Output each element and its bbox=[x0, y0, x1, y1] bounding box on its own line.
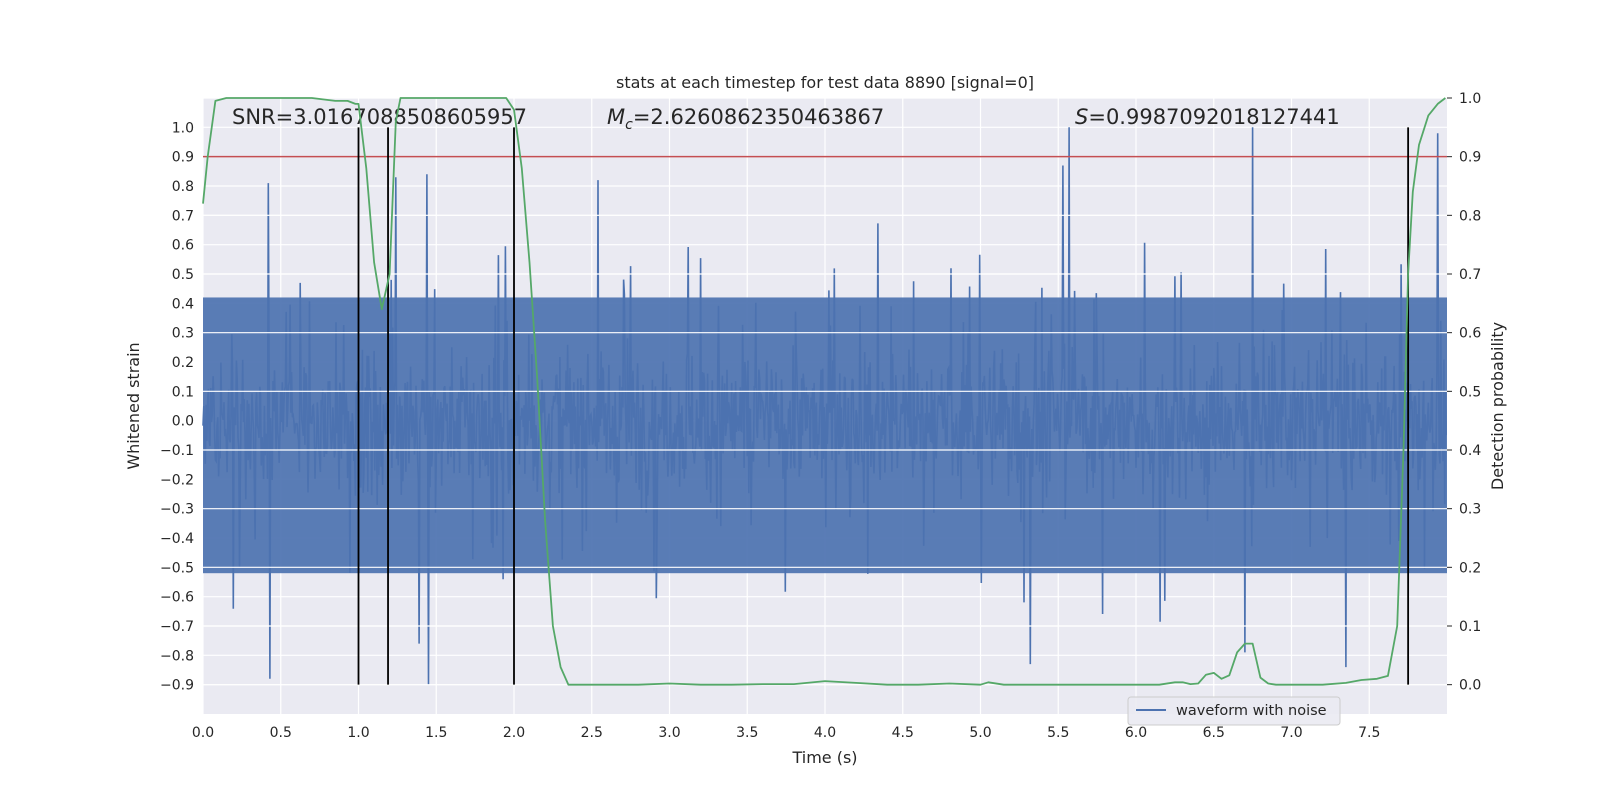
y-tick-label: 0.9 bbox=[172, 150, 194, 166]
y2-tick-label: 0.8 bbox=[1459, 208, 1481, 224]
legend: waveform with noise bbox=[1127, 696, 1341, 726]
y-tick-label: 0.2 bbox=[172, 355, 194, 371]
x-tick-labels: 0.0 0.5 1.0 1.5 2.0 2.5 3.0 3.5 4.0 4.5 5.0 5.5 6.0 6… bbox=[192, 725, 1381, 741]
score-annotation: S=0.9987092018127441 bbox=[1075, 105, 1340, 129]
x-axis-label: Time (s) bbox=[791, 748, 857, 767]
x-tick-label: 7.0 bbox=[1280, 725, 1302, 741]
y2-tick-label: 0.2 bbox=[1459, 560, 1481, 576]
mc-value: =2.6260862350463867 bbox=[633, 105, 884, 129]
y-tick-label: 0.3 bbox=[172, 326, 194, 342]
y2-tick-label: 0.7 bbox=[1459, 267, 1481, 283]
chirp-mass-annotation: Mc=2.6260862350463867 bbox=[607, 105, 884, 133]
detection-probability-line bbox=[202, 97, 1446, 686]
y2-tick-label: 0.9 bbox=[1459, 150, 1481, 166]
y-tick-label: 0.8 bbox=[172, 179, 194, 195]
x-tick-label: 2.5 bbox=[581, 725, 603, 741]
y-tick-label: −0.5 bbox=[160, 560, 194, 576]
y-tick-label: 0.4 bbox=[172, 296, 194, 312]
y2-tick-label: 0.4 bbox=[1459, 443, 1481, 459]
y-tick-label: −0.6 bbox=[160, 590, 194, 606]
x-tick-label: 3.0 bbox=[658, 725, 680, 741]
y2-tick-labels: 0.0 0.1 0.2 0.3 0.4 0.5 0.6 0.7 0.8 0.9 1.0 bbox=[1447, 91, 1481, 694]
legend-entry-waveform: waveform with noise bbox=[1176, 703, 1327, 719]
y-tick-labels: −0.9 −0.8 −0.7 −0.6 −0.5 −0.4 −0.3 −0.2 −0.1 0.0 0… bbox=[160, 120, 194, 693]
y-tick-label: 0.5 bbox=[172, 267, 194, 283]
legend-box bbox=[1127, 696, 1341, 726]
y-tick-label: −0.9 bbox=[160, 678, 194, 694]
y2-tick-label: 0.3 bbox=[1459, 502, 1481, 518]
y2-tick-label: 0.1 bbox=[1459, 619, 1481, 635]
snr-annotation: SNR=3.0167088508605957 bbox=[232, 105, 527, 129]
x-tick-label: 6.5 bbox=[1203, 725, 1225, 741]
x-tick-label: 4.5 bbox=[892, 725, 914, 741]
x-tick-label: 0.5 bbox=[270, 725, 292, 741]
y-tick-label: −0.4 bbox=[160, 531, 194, 547]
mc-symbol: M bbox=[607, 105, 625, 129]
x-tick-label: 7.5 bbox=[1358, 725, 1380, 741]
x-tick-label: 2.0 bbox=[503, 725, 525, 741]
x-tick-label: 1.5 bbox=[425, 725, 447, 741]
detection-probability-series bbox=[202, 97, 1446, 686]
x-tick-label: 1.0 bbox=[347, 725, 369, 741]
y-tick-label: −0.8 bbox=[160, 648, 194, 664]
y-tick-label: 1.0 bbox=[172, 120, 194, 136]
x-tick-label: 5.5 bbox=[1047, 725, 1069, 741]
y-tick-label: −0.1 bbox=[160, 443, 194, 459]
y2-tick-label: 1.0 bbox=[1459, 91, 1481, 107]
chart-title: stats at each timestep for test data 889… bbox=[616, 73, 1034, 92]
x-tick-label: 5.0 bbox=[969, 725, 991, 741]
y-tick-label: 0.7 bbox=[172, 208, 194, 224]
y2-tick-label: 0.5 bbox=[1459, 384, 1481, 400]
waveform-dense-band bbox=[203, 297, 1447, 574]
mc-subscript: c bbox=[625, 117, 633, 133]
y-tick-label: 0.1 bbox=[172, 384, 194, 400]
y-tick-label: −0.7 bbox=[160, 619, 194, 635]
x-tick-label: 3.5 bbox=[736, 725, 758, 741]
s-symbol: S bbox=[1075, 105, 1088, 129]
x-tick-label: 4.0 bbox=[814, 725, 836, 741]
y-tick-label: 0.0 bbox=[172, 414, 194, 430]
y-tick-label: −0.2 bbox=[160, 472, 194, 488]
waveform-with-noise-series bbox=[202, 127, 1447, 685]
s-value: =0.9987092018127441 bbox=[1088, 105, 1339, 129]
y2-tick-label: 0.6 bbox=[1459, 326, 1481, 342]
y-axis-label: Whitened strain bbox=[124, 342, 143, 469]
y2-axis-label: Detection probability bbox=[1488, 322, 1507, 490]
y-tick-label: −0.3 bbox=[160, 502, 194, 518]
vertical-markers bbox=[357, 127, 1410, 685]
y2-tick-label: 0.0 bbox=[1459, 678, 1481, 694]
x-tick-label: 0.0 bbox=[192, 725, 214, 741]
y-tick-label: 0.6 bbox=[172, 238, 194, 254]
x-tick-label: 6.0 bbox=[1125, 725, 1147, 741]
